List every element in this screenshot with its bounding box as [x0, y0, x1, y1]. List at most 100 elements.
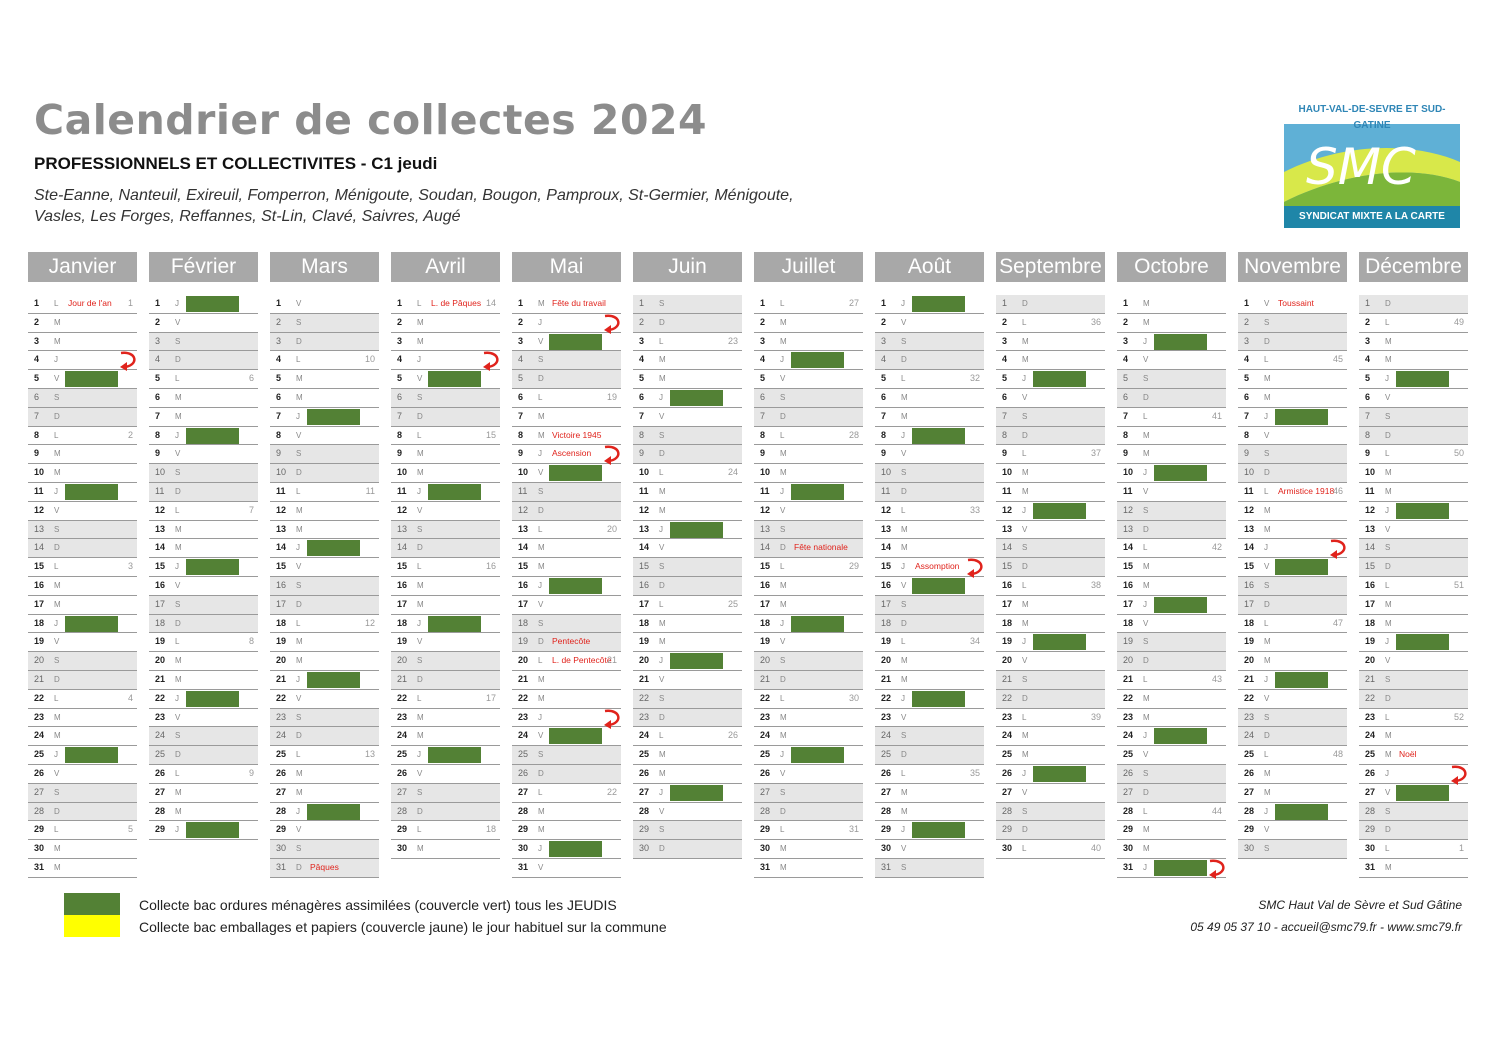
- day-number: 4: [518, 354, 524, 365]
- day-row: 16 V: [149, 577, 258, 596]
- day-number: 25: [639, 749, 650, 760]
- day-number: 28: [760, 805, 771, 816]
- day-letter: S: [538, 750, 544, 760]
- day-row: 25 L 48: [1238, 746, 1347, 765]
- day-row: 14 M: [512, 539, 621, 559]
- month-column: Février 1 J 2 V 3 S 4 D 5 L 6 6 M 7 M 8 J 9 V 10 S 11 D 12 L 7 13 M 1…: [149, 252, 258, 841]
- day-number: 4: [276, 354, 282, 365]
- week-number: 1: [127, 298, 133, 308]
- day-letter: M: [1143, 825, 1150, 835]
- day-number: 5: [1244, 373, 1250, 384]
- day-number: 8: [276, 429, 282, 440]
- day-letter: J: [296, 411, 300, 421]
- day-number: 29: [1365, 824, 1376, 835]
- day-number: 19: [276, 636, 287, 647]
- day-row: 7 L 41: [1117, 408, 1226, 427]
- day-number: 29: [639, 824, 650, 835]
- day-number: 6: [1002, 391, 1008, 402]
- day-letter: J: [538, 844, 542, 854]
- day-letter: S: [1264, 844, 1270, 854]
- day-row: 28 M: [512, 803, 621, 822]
- day-row: 4 L 10: [270, 351, 379, 371]
- day-letter: D: [296, 599, 302, 609]
- day-letter: D: [1385, 299, 1391, 308]
- day-letter: S: [175, 468, 181, 478]
- day-number: 22: [881, 692, 892, 703]
- day-number: 29: [276, 824, 287, 835]
- day-letter: M: [1264, 505, 1271, 515]
- day-letter: M: [1385, 618, 1392, 628]
- day-number: 25: [397, 749, 408, 760]
- day-row: 8 M Victoire 1945: [512, 427, 621, 446]
- day-number: 20: [639, 655, 650, 666]
- day-number: 8: [518, 429, 524, 440]
- day-row: 28 S: [1359, 802, 1468, 822]
- day-number: 14: [276, 542, 287, 553]
- day-row: 27 M: [270, 784, 379, 803]
- day-number: 11: [881, 485, 891, 496]
- day-number: 12: [1123, 504, 1134, 515]
- day-number: 23: [639, 711, 650, 722]
- day-number: 6: [397, 391, 403, 402]
- day-row: 1 L 27: [754, 295, 863, 314]
- day-letter: V: [296, 299, 302, 308]
- day-number: 10: [760, 467, 771, 478]
- day-letter: D: [1143, 392, 1149, 402]
- day-letter: M: [538, 693, 545, 703]
- day-row: 13 V: [996, 521, 1105, 540]
- day-number: 9: [34, 448, 40, 459]
- day-number: 5: [1365, 373, 1371, 384]
- day-number: 23: [760, 711, 771, 722]
- day-letter: M: [296, 787, 303, 797]
- collection-day-marker: [1396, 502, 1449, 519]
- day-row: 10 M: [1359, 464, 1468, 483]
- day-number: 19: [397, 636, 408, 647]
- day-letter: D: [1143, 656, 1149, 666]
- day-letter: M: [54, 712, 61, 722]
- month-column: Juin 1 S 2 D 3 L 23 4 M 5 M 6 J 7 V 8 S 9 D 10 L 24 11 M 12 M 13 J 14…: [633, 252, 742, 859]
- day-row: 31 M: [754, 859, 863, 878]
- day-number: 6: [639, 391, 645, 402]
- day-number: 24: [518, 730, 529, 741]
- day-number: 3: [276, 335, 282, 346]
- day-number: 20: [881, 655, 892, 666]
- collection-day-marker: [549, 333, 602, 350]
- day-row: 13 L 20: [512, 521, 621, 540]
- day-row: 15 J Assomption: [875, 558, 984, 579]
- day-number: 2: [1365, 316, 1371, 327]
- day-row: 28 D: [754, 802, 863, 822]
- day-row: 21 V: [633, 671, 742, 690]
- day-letter: J: [1143, 336, 1147, 346]
- day-number: 12: [518, 504, 529, 515]
- day-number: 3: [881, 335, 887, 346]
- day-number: 22: [639, 692, 650, 703]
- day-row: 26 L 9: [149, 765, 258, 784]
- day-number: 9: [397, 448, 403, 459]
- day-row: 15 J: [149, 558, 258, 577]
- footer-contact: 05 49 05 37 10 - accueil@smc79.fr - www.…: [1190, 920, 1462, 934]
- week-number: 40: [1090, 843, 1101, 854]
- day-row: 11 L Armistice 1918 46: [1238, 483, 1347, 502]
- day-row: 26 M: [1238, 765, 1347, 784]
- shift-arrow-icon: [1448, 763, 1472, 787]
- shift-arrow-icon: [601, 312, 625, 336]
- day-number: 23: [1002, 711, 1013, 722]
- day-letter: J: [901, 693, 905, 703]
- day-row: 17 M: [28, 596, 137, 615]
- day-row: 11 M: [1359, 483, 1468, 502]
- day-row: 28 J: [270, 803, 379, 822]
- week-number: 26: [727, 730, 738, 741]
- day-number: 29: [155, 824, 166, 835]
- day-row: 18 V: [1117, 615, 1226, 634]
- day-letter: L: [175, 374, 180, 384]
- day-row: 30 V: [875, 840, 984, 859]
- day-row: 10 D: [1238, 464, 1347, 483]
- month-header: Juin: [633, 252, 742, 282]
